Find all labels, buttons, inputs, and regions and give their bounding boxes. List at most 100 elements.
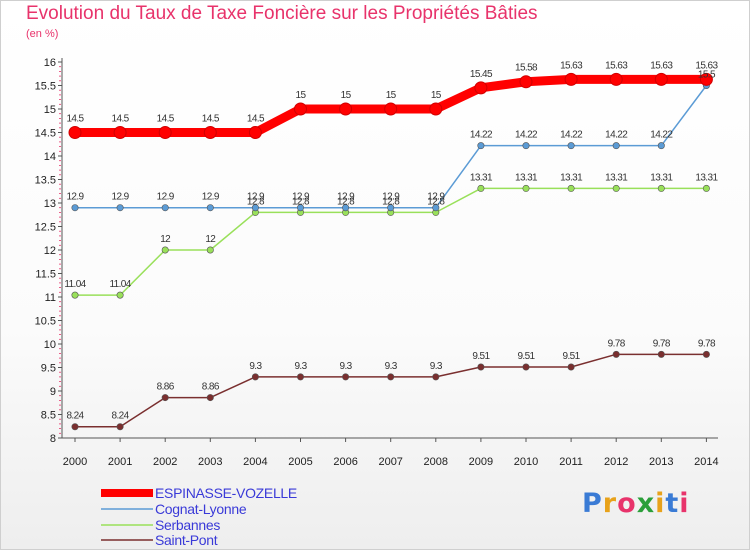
data-point xyxy=(158,126,172,139)
data-label: 9.3 xyxy=(249,361,262,372)
data-point xyxy=(339,102,353,116)
data-label: 15.63 xyxy=(605,60,628,71)
data-label: 15 xyxy=(341,90,352,101)
data-point xyxy=(161,204,169,212)
data-point xyxy=(294,102,307,116)
data-point xyxy=(206,394,214,402)
data-point xyxy=(116,423,124,431)
data-point xyxy=(477,363,485,371)
logo-letter: r xyxy=(602,488,618,519)
x-tick-label: 2003 xyxy=(198,456,222,468)
data-label: 14.22 xyxy=(560,130,583,141)
data-point xyxy=(477,142,485,150)
data-point xyxy=(251,204,259,212)
data-label: 9.78 xyxy=(698,338,716,349)
data-point xyxy=(702,350,710,358)
x-tick-label: 2000 xyxy=(63,456,87,468)
data-point xyxy=(567,363,575,371)
data-point xyxy=(432,373,440,381)
x-tick-label: 2006 xyxy=(333,456,357,468)
data-label: 15.63 xyxy=(560,60,583,71)
data-point xyxy=(657,350,665,358)
data-label: 12.8 xyxy=(337,196,355,207)
data-point xyxy=(68,126,82,139)
data-point xyxy=(702,184,710,192)
data-label: 12.8 xyxy=(292,196,310,207)
data-point xyxy=(564,72,578,86)
data-label: 14.5 xyxy=(157,114,175,125)
data-label: 15.58 xyxy=(515,63,538,74)
data-label: 12.8 xyxy=(427,196,445,207)
y-tick-label: 10.5 xyxy=(35,316,56,328)
data-label: 9.51 xyxy=(563,351,581,362)
data-label: 9.3 xyxy=(385,361,398,372)
data-label: 12.9 xyxy=(247,192,265,203)
data-label: 9.78 xyxy=(608,338,626,349)
axes: 8 8.5 9 9.5 10 10.5 11 11.5 12 12.5 13 13.5 14 14.5 15… xyxy=(35,57,719,468)
data-label: 9.78 xyxy=(653,338,671,349)
x-tick-label: 2001 xyxy=(108,456,132,468)
data-point xyxy=(567,142,575,150)
data-label: 13.31 xyxy=(470,172,493,183)
data-label: 14.5 xyxy=(247,114,265,125)
data-label: 14.22 xyxy=(650,130,673,141)
data-label: 14.22 xyxy=(605,130,628,141)
logo-letter: o xyxy=(617,488,637,519)
data-label: 11.04 xyxy=(109,279,131,290)
data-point xyxy=(474,81,488,95)
logo-letter: t xyxy=(665,488,680,519)
data-point xyxy=(612,350,620,358)
data-label: 14.5 xyxy=(202,114,220,125)
y-tick-label: 15.5 xyxy=(35,81,56,93)
y-tick-label: 8 xyxy=(50,433,56,445)
data-point xyxy=(522,363,530,371)
data-point xyxy=(699,72,713,86)
legend-label-1: Cognat-Lyonne xyxy=(155,501,247,517)
data-point xyxy=(203,126,217,139)
data-label: 12.8 xyxy=(382,196,400,207)
data-label: 8.86 xyxy=(157,382,175,393)
x-tick-label: 2009 xyxy=(469,456,493,468)
data-point xyxy=(387,204,395,212)
data-labels: 8.24 8.24 8.86 8.86 9.3 9.3 9.3 9.3 9.3 9.51 9.51 9… xyxy=(64,60,719,422)
y-tick-label: 9.5 xyxy=(41,363,56,375)
data-label: 15 xyxy=(386,90,397,101)
logo-letter: i xyxy=(655,488,666,519)
data-label: 9.51 xyxy=(517,351,535,362)
data-point xyxy=(612,142,620,150)
data-point xyxy=(116,291,124,299)
data-label: 12 xyxy=(160,234,171,245)
data-label: 14.5 xyxy=(66,114,84,125)
x-tick-label: 2013 xyxy=(649,456,673,468)
data-label: 9.3 xyxy=(294,361,307,372)
data-label: 12.9 xyxy=(112,192,130,203)
data-label: 9.3 xyxy=(430,361,443,372)
data-label: 15.45 xyxy=(470,69,493,80)
proxiti-logo: Proxiti xyxy=(582,488,690,519)
data-label: 12.9 xyxy=(292,192,310,203)
data-point xyxy=(567,184,575,192)
data-point xyxy=(71,423,79,431)
data-label: 8.24 xyxy=(66,411,84,422)
data-point xyxy=(609,72,623,86)
data-point xyxy=(657,142,665,150)
data-point xyxy=(251,373,259,381)
x-tick-label: 2012 xyxy=(604,456,628,468)
legend-label-3: Saint-Pont xyxy=(155,532,218,548)
data-label: 12.9 xyxy=(337,192,355,203)
data-point xyxy=(113,126,127,139)
data-point xyxy=(206,246,214,254)
data-point xyxy=(161,246,169,254)
data-label: 14.22 xyxy=(515,130,538,141)
data-point xyxy=(71,291,79,299)
data-label: 12 xyxy=(205,234,216,245)
data-label: 13.31 xyxy=(695,172,718,183)
data-label: 15.5 xyxy=(698,70,716,81)
data-label: 15.63 xyxy=(695,60,718,71)
data-label: 12.9 xyxy=(66,192,84,203)
data-label: 8.86 xyxy=(202,382,220,393)
y-tick-label: 16 xyxy=(44,57,56,69)
data-label: 13.31 xyxy=(605,172,628,183)
